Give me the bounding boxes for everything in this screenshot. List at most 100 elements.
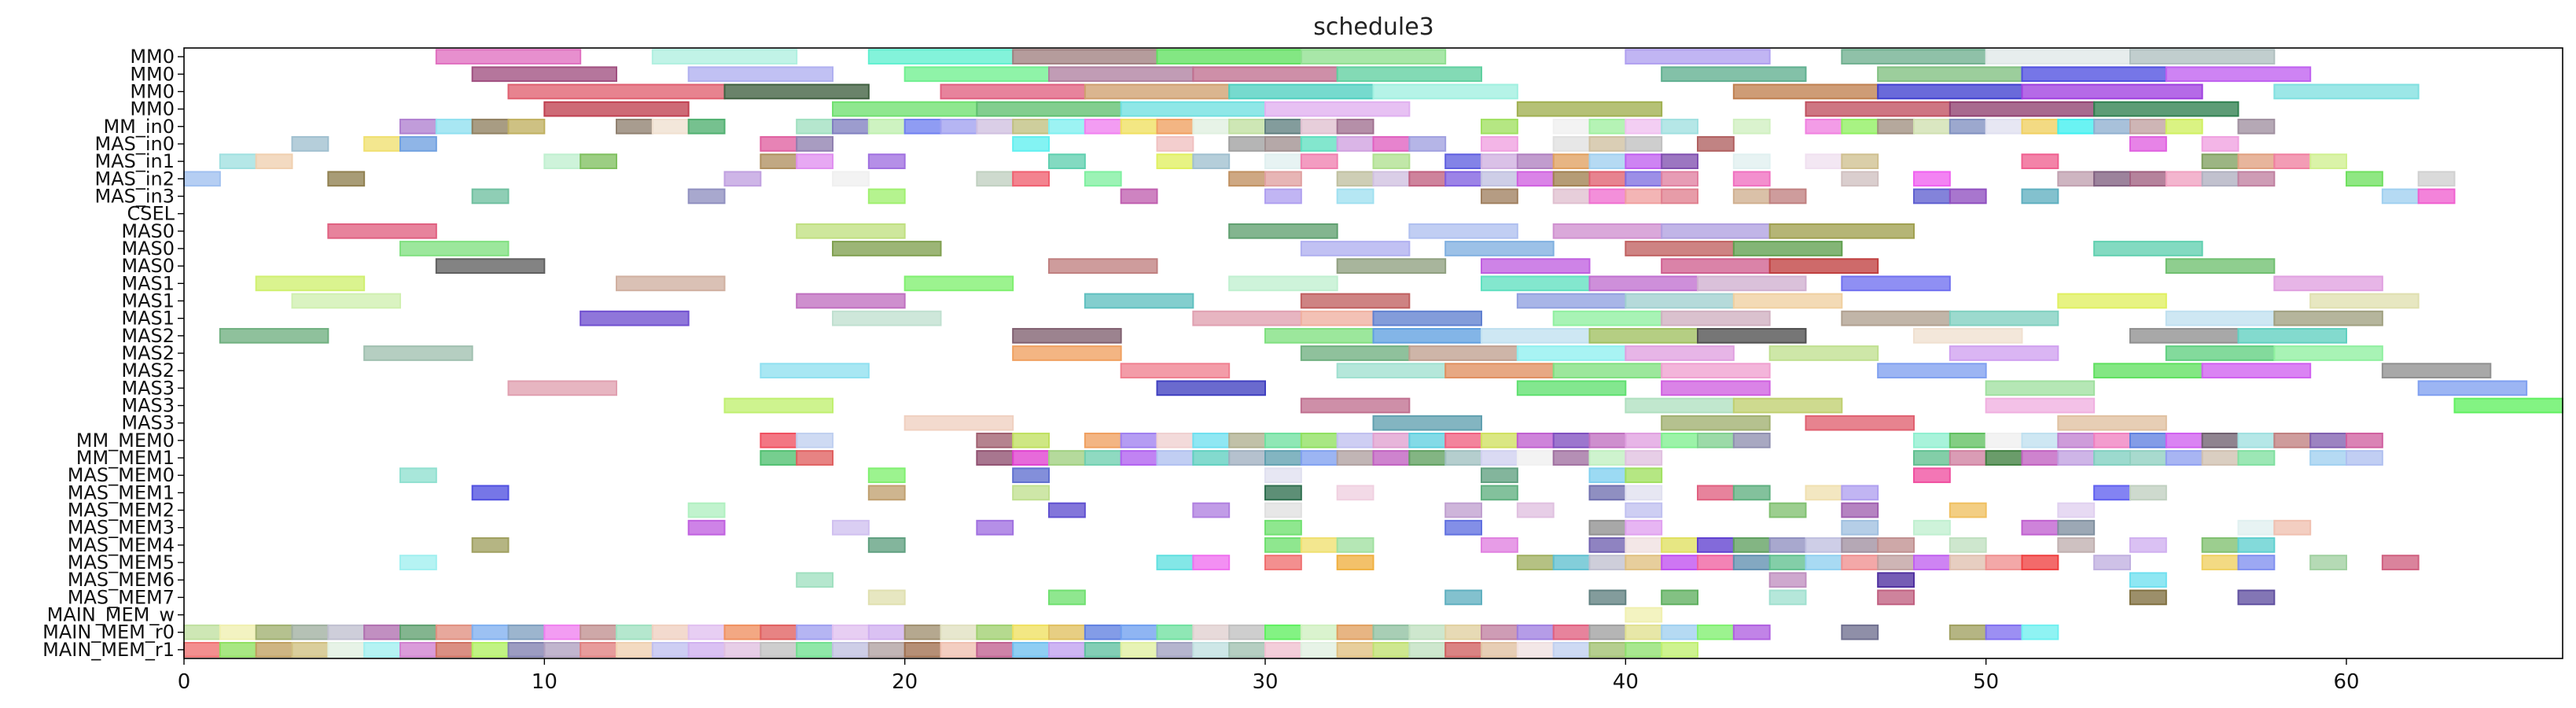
gantt-bar (1264, 153, 1302, 169)
gantt-bar (1661, 310, 1771, 326)
gantt-bar (2237, 327, 2347, 344)
gantt-bar (832, 310, 942, 326)
gantt-bar (1661, 66, 1807, 83)
gantt-bar (1841, 171, 1879, 187)
y-tick-label: MAS2 (121, 360, 175, 382)
gantt-bar (1481, 450, 1518, 466)
gantt-bar (399, 624, 437, 640)
gantt-bar (2021, 450, 2059, 466)
gantt-bar (1048, 502, 1086, 518)
gantt-bar (796, 432, 834, 448)
gantt-bar (2201, 153, 2239, 169)
gantt-bar (2129, 572, 2167, 588)
gantt-bar (1625, 293, 1735, 309)
gantt-bar (1300, 118, 1338, 135)
gantt-bar (1084, 83, 1231, 100)
gantt-bar (1877, 66, 2023, 83)
gantt-bar (1841, 624, 1879, 640)
gantt-bar (2201, 555, 2239, 570)
gantt-bar (2237, 153, 2276, 169)
gantt-bar (1625, 136, 1663, 152)
gantt-bar (760, 153, 798, 169)
gantt-bar (1516, 642, 1555, 658)
gantt-bar (1264, 118, 1302, 135)
gantt-bar (1661, 415, 1771, 431)
gantt-bar (1552, 136, 1591, 152)
gantt-bar (2417, 380, 2528, 396)
gantt-bar (1805, 555, 1843, 570)
gantt-bar (471, 537, 510, 553)
y-tick-label: MAS1 (121, 289, 175, 312)
gantt-bar (1012, 118, 1050, 135)
gantt-bar (1732, 188, 1771, 205)
gantt-bar (1120, 450, 1158, 466)
gantt-bar (1156, 624, 1194, 640)
gantt-bar (435, 118, 473, 135)
gantt-bar (903, 66, 1050, 83)
gantt-bar (1444, 502, 1482, 518)
gantt-bar (1732, 624, 1771, 640)
gantt-bar (580, 310, 690, 326)
gantt-bar (1516, 153, 1555, 169)
gantt-bar (1408, 450, 1447, 466)
gantt-bar (1661, 171, 1699, 187)
gantt-bar (1156, 432, 1194, 448)
gantt-bar (1228, 432, 1266, 448)
gantt-bar (976, 624, 1014, 640)
gantt-bar (1949, 502, 1987, 518)
gantt-bar (2237, 450, 2276, 466)
gantt-bar (867, 485, 906, 501)
gantt-bar (867, 642, 906, 658)
gantt-bar (255, 624, 293, 640)
gantt-bar (1552, 642, 1591, 658)
gantt-bar (2273, 275, 2383, 292)
gantt-bar (2129, 537, 2167, 553)
gantt-bar (1768, 188, 1807, 205)
gantt-bar (1768, 555, 1807, 570)
gantt-bar (1336, 450, 1374, 466)
gantt-bar (796, 118, 834, 135)
y-tick-label: MAS1 (121, 272, 175, 294)
gantt-bar (291, 293, 401, 309)
gantt-bar (723, 171, 762, 187)
gantt-bar (2346, 432, 2383, 448)
gantt-bar (1913, 188, 1951, 205)
gantt-bar (2093, 555, 2132, 570)
gantt-bar (867, 153, 906, 169)
gantt-bar (1481, 118, 1518, 135)
y-tick-label: MAIN_MEM_w (47, 604, 175, 626)
gantt-bar (1300, 310, 1374, 326)
gantt-bar (940, 118, 978, 135)
y-tick-label: MAIN_MEM_r1 (42, 639, 175, 661)
gantt-bar (1048, 624, 1086, 640)
gantt-bar (867, 624, 906, 640)
gantt-bar (1625, 171, 1663, 187)
gantt-bar (1985, 555, 2023, 570)
y-tick-label: MAS0 (121, 220, 175, 242)
gantt-bar (1841, 310, 1951, 326)
gantt-bar (651, 624, 690, 640)
gantt-bar (2237, 537, 2276, 553)
gantt-bar (1949, 101, 2096, 117)
gantt-bar (2021, 153, 2059, 169)
y-tick-label: MM_MEM0 (76, 430, 175, 452)
gantt-bar (2381, 555, 2420, 570)
gantt-bar (1120, 188, 1158, 205)
gantt-bar (1552, 450, 1591, 466)
gantt-bar (976, 432, 1014, 448)
gantt-bar (1300, 450, 1338, 466)
gantt-bar (219, 642, 257, 658)
gantt-bar (903, 624, 942, 640)
gantt-bar (1012, 49, 1158, 65)
gantt-bar (1516, 345, 1627, 361)
gantt-bar (1012, 450, 1050, 466)
gantt-bar (1120, 642, 1158, 658)
gantt-bar (867, 188, 906, 205)
gantt-bar (2057, 293, 2167, 309)
gantt-bar (1841, 485, 1879, 501)
gantt-bar (976, 171, 1014, 187)
gantt-bar (1336, 188, 1374, 205)
gantt-bar (1697, 327, 1807, 344)
gantt-bar (1516, 293, 1627, 309)
gantt-bar (2417, 188, 2456, 205)
